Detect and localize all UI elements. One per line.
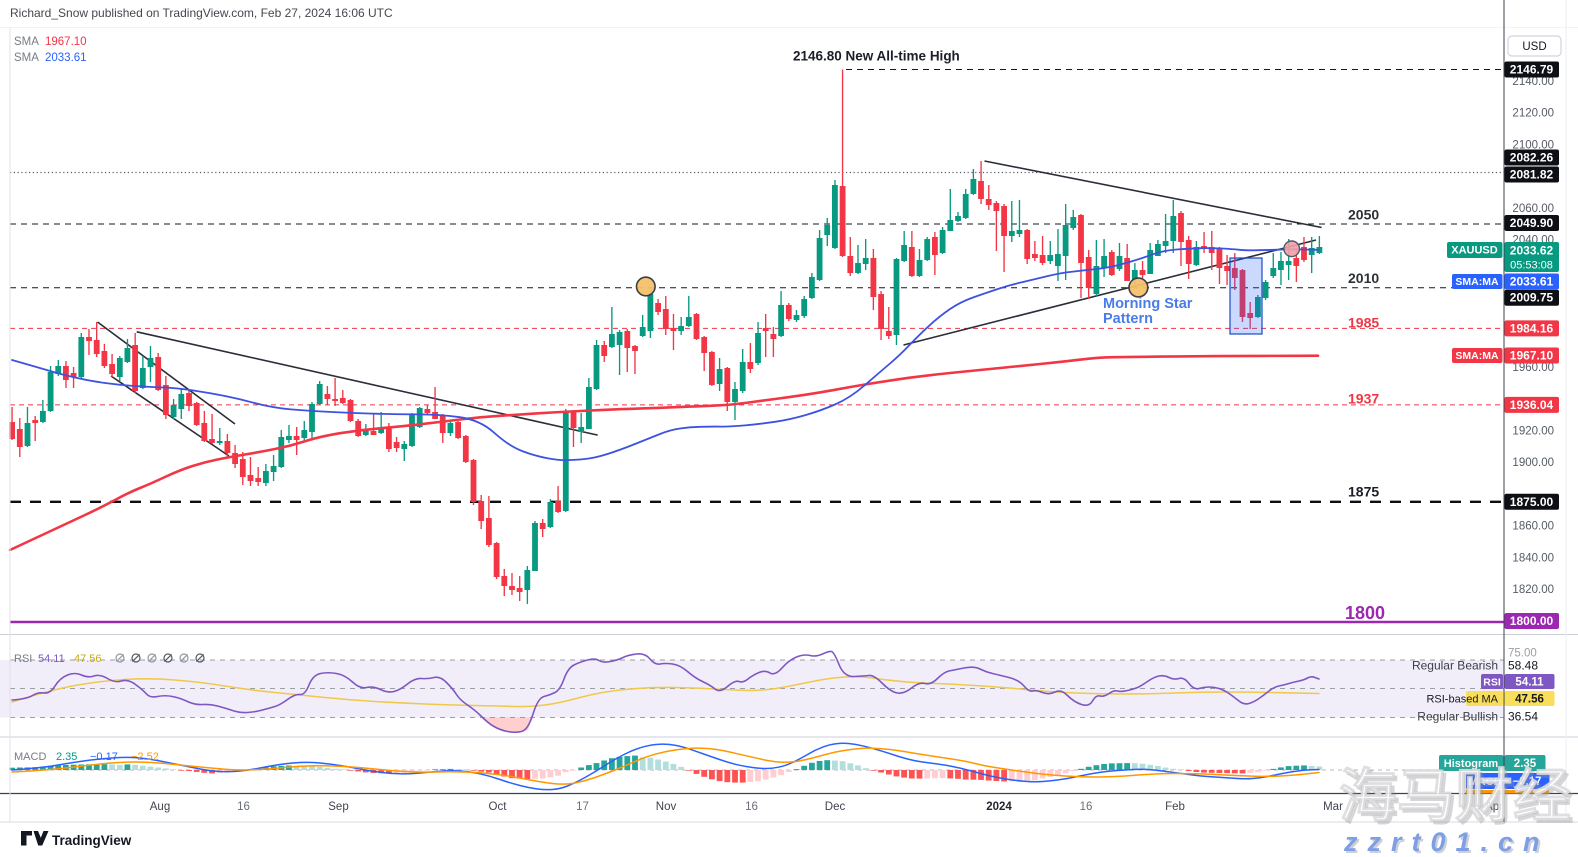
svg-text:MACD: MACD [14,751,46,763]
svg-text:2033.61: 2033.61 [1510,275,1554,289]
svg-text:05:53:08: 05:53:08 [1510,260,1553,272]
svg-text:SMA: SMA [14,52,39,64]
svg-text:17: 17 [576,801,589,813]
svg-text:2009.75: 2009.75 [1510,291,1554,305]
svg-text:1820.00: 1820.00 [1512,584,1554,596]
svg-text:−0.17: −0.17 [1512,776,1541,788]
svg-text:2060.00: 2060.00 [1512,203,1554,215]
svg-text:Dec: Dec [825,801,846,813]
svg-text:TradingView: TradingView [52,833,132,848]
svg-text:XAUUSD: XAUUSD [1451,245,1498,257]
svg-text:2146.80 New All-time High: 2146.80 New All-time High [793,49,960,64]
svg-text:−2.52: −2.52 [131,751,159,763]
svg-text:2033.61: 2033.61 [45,52,87,64]
svg-text:RSI-based MA: RSI-based MA [1426,694,1498,706]
svg-text:2081.82: 2081.82 [1510,168,1554,182]
svg-text:1937: 1937 [1348,391,1379,407]
svg-text:Richard_Snow published on Trad: Richard_Snow published on TradingView.co… [10,6,393,20]
svg-text:2.35: 2.35 [56,751,77,763]
svg-text:1985: 1985 [1348,315,1379,331]
svg-text:1875.00: 1875.00 [1510,495,1554,509]
svg-text:−0.17: −0.17 [90,751,118,763]
svg-text:RSI: RSI [14,653,32,665]
svg-text:Regular Bullish: Regular Bullish [1417,710,1498,724]
svg-text:Pattern: Pattern [1103,311,1153,327]
svg-text:1967.10: 1967.10 [45,36,87,48]
svg-text:RSI: RSI [1483,677,1501,689]
svg-text:2082.26: 2082.26 [1510,151,1554,165]
svg-text:Histogram: Histogram [1444,758,1499,770]
svg-text:1860.00: 1860.00 [1512,521,1554,533]
svg-text:USD: USD [1522,41,1546,53]
svg-text:16: 16 [237,801,250,813]
svg-text:MACD: MACD [1469,776,1502,788]
svg-text:海马财经: 海马财经 [1339,764,1571,829]
svg-text:75.00: 75.00 [1508,648,1537,660]
svg-text:1800: 1800 [1345,603,1385,623]
svg-text:Nov: Nov [656,801,677,813]
svg-text:54.11: 54.11 [1515,677,1544,689]
svg-text:16: 16 [1080,801,1093,813]
svg-text:1967.10: 1967.10 [1510,349,1554,363]
svg-text:Morning Star: Morning Star [1103,296,1193,312]
svg-text:zzrt01.cn: zzrt01.cn [1345,829,1552,857]
svg-text:Apr: Apr [1485,801,1503,813]
svg-text:Feb: Feb [1165,801,1185,813]
svg-text:SMA:MA: SMA:MA [1455,276,1499,288]
svg-text:2050: 2050 [1348,207,1379,223]
svg-text:1800.00: 1800.00 [1510,614,1554,628]
svg-text:36.54: 36.54 [1508,710,1538,724]
svg-text:Aug: Aug [150,801,170,813]
svg-text:zzrt01.cn: zzrt01.cn [1343,827,1550,857]
svg-text:2049.90: 2049.90 [1510,216,1554,230]
svg-text:1960.00: 1960.00 [1512,362,1554,374]
svg-text:SMA: SMA [14,36,39,48]
svg-text:2120.00: 2120.00 [1512,108,1554,120]
svg-text:2033.62: 2033.62 [1510,244,1554,258]
svg-text:1984.16: 1984.16 [1510,321,1554,335]
svg-text:Regular Bearish: Regular Bearish [1412,659,1498,673]
svg-text:54.11: 54.11 [38,653,65,665]
svg-text:Oct: Oct [489,801,508,813]
svg-text:2146.79: 2146.79 [1510,63,1554,77]
svg-text:2.35: 2.35 [1514,758,1537,770]
svg-text:58.48: 58.48 [1508,659,1538,673]
svg-text:47.56: 47.56 [74,653,102,665]
svg-text:Sep: Sep [328,801,348,813]
svg-text:1920.00: 1920.00 [1512,425,1554,437]
svg-text:海马财经: 海马财经 [1342,767,1574,832]
svg-text:SMA:MA: SMA:MA [1455,350,1499,362]
svg-text:2100.00: 2100.00 [1512,139,1554,151]
svg-text:2140.00: 2140.00 [1512,76,1554,88]
svg-text:47.56: 47.56 [1515,694,1544,706]
svg-text:1875: 1875 [1348,484,1379,500]
svg-text:2010: 2010 [1348,270,1379,286]
svg-text:1840.00: 1840.00 [1512,552,1554,564]
svg-text:1936.04: 1936.04 [1510,398,1554,412]
svg-text:Mar: Mar [1323,801,1343,813]
svg-text:1900.00: 1900.00 [1512,457,1554,469]
svg-text:16: 16 [745,801,758,813]
svg-text:2024: 2024 [986,801,1012,813]
